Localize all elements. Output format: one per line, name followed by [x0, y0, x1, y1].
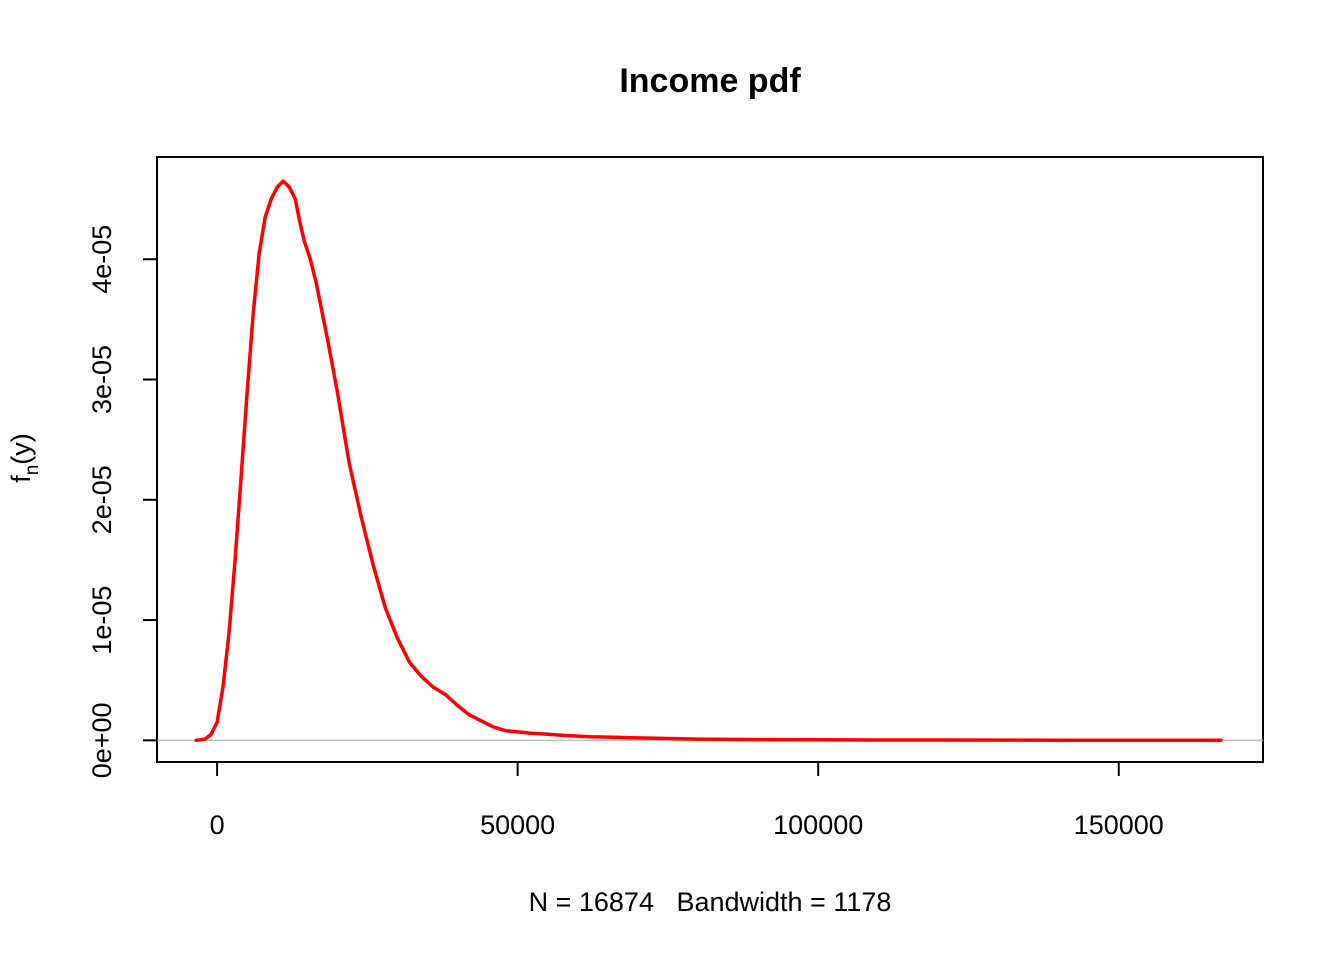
x-tick-label: 0 — [210, 810, 225, 840]
density-line — [194, 179, 1223, 743]
x-tick-label: 150000 — [1074, 810, 1164, 840]
y-axis-label-suffix: (y) — [6, 433, 36, 464]
y-tick-label: 1e-05 — [87, 586, 117, 655]
x-tick-label: 100000 — [773, 810, 863, 840]
plot-frame — [156, 156, 1264, 763]
x-axis-label: N = 16874 Bandwidth = 1178 — [529, 887, 892, 917]
y-axis-label-subscript: n — [22, 465, 43, 476]
x-axis: 0 50000 100000 150000 — [210, 761, 1164, 840]
series-layer — [194, 179, 1223, 743]
y-tick-label: 0e+00 — [87, 702, 117, 778]
y-tick-label: 3e-05 — [87, 345, 117, 414]
y-tick-label: 2e-05 — [87, 465, 117, 534]
y-tick-label: 4e-05 — [87, 225, 117, 294]
y-axis-label: fn(y) — [6, 433, 43, 483]
chart-title: Income pdf — [619, 62, 801, 100]
y-axis: 0e+00 1e-05 2e-05 3e-05 4e-05 — [87, 225, 158, 778]
x-tick-label: 50000 — [480, 810, 555, 840]
y-axis-label-main: f — [6, 475, 36, 483]
